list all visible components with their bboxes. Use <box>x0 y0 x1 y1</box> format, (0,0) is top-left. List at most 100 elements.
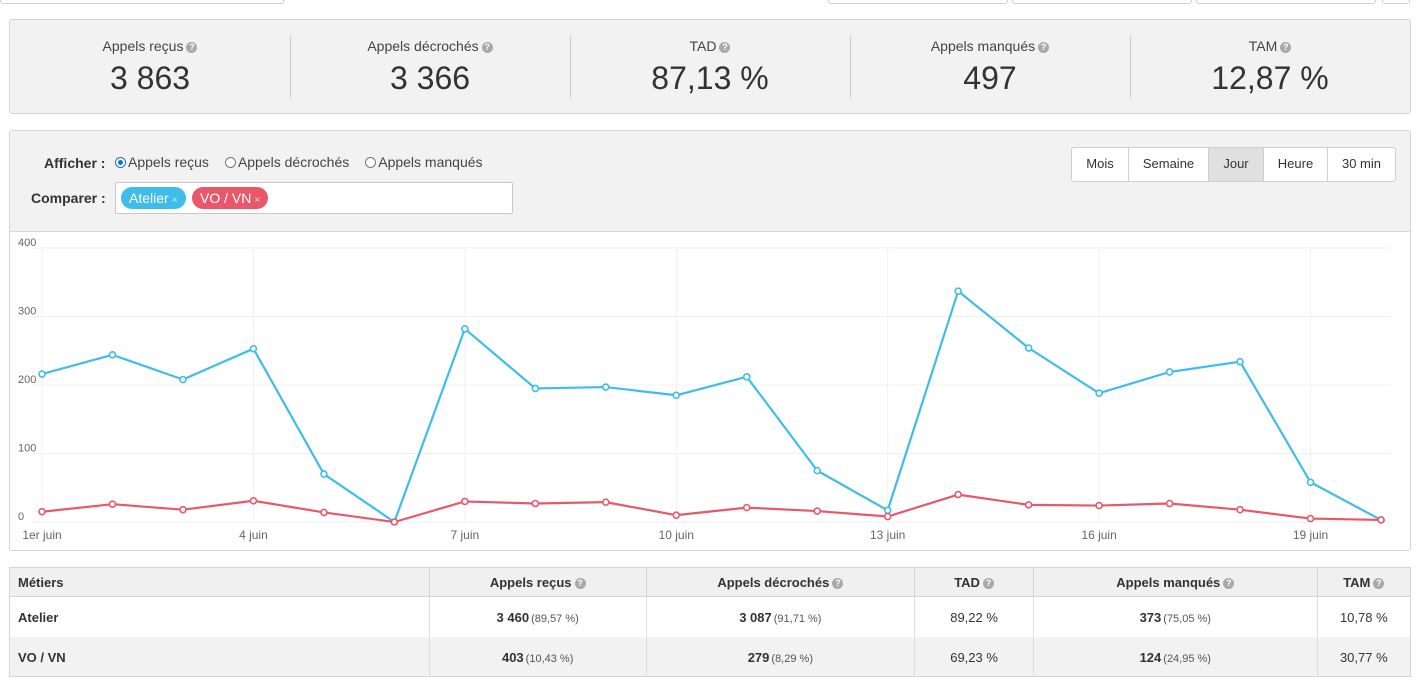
help-icon[interactable]: ? <box>186 42 198 53</box>
period-heure-button[interactable]: Heure <box>1264 148 1328 181</box>
series-line-vo-vn <box>41 493 1382 524</box>
data-point <box>108 351 117 359</box>
period-semaine-button[interactable]: Semaine <box>1129 148 1209 181</box>
cell-tam: 30,77 % <box>1317 637 1410 676</box>
data-point <box>461 325 469 333</box>
period-30min-button[interactable]: 30 min <box>1341 156 1382 171</box>
help-icon[interactable]: ? <box>1280 42 1292 53</box>
kpi-value: 87,13 % <box>651 60 769 96</box>
data-point <box>883 506 892 515</box>
data-point <box>1024 344 1033 352</box>
kpi-value: 12,87 % <box>1211 60 1329 96</box>
kpi-tam: TAM? 12,87 % <box>1130 20 1410 113</box>
help-icon[interactable]: ? <box>832 577 844 589</box>
period-button-group: Mois Semaine Jour Heure 30 min <box>1071 147 1396 182</box>
table-header-row: Métiers Appels reçus? Appels décrochés? … <box>10 568 1410 597</box>
top-control-partial[interactable] <box>828 0 1008 4</box>
period-mois-button[interactable]: Mois <box>1072 148 1129 181</box>
cell-tam: 10,78 % <box>1317 596 1410 637</box>
help-icon[interactable]: ? <box>481 42 493 53</box>
kpi-value: 3 366 <box>389 60 471 96</box>
filter-bar: Afficher : Appels reçus Appels décrochés… <box>10 131 1410 232</box>
radio-button-icon[interactable] <box>365 156 377 168</box>
data-point <box>249 344 258 353</box>
data-point <box>1236 357 1244 366</box>
x-tick-label: 13 juin <box>870 528 905 542</box>
table-row: VO / VN 403 (10,43 %) 279 (8,29 %) 69,23 %… <box>10 637 1410 676</box>
display-radio-group: Appels reçus Appels décrochés Appels man… <box>115 154 483 170</box>
radio-appels-recus[interactable]: Appels reçus <box>115 154 209 170</box>
top-control-partial[interactable] <box>1196 0 1376 4</box>
x-tick-label: 19 juin <box>1293 528 1328 542</box>
compare-multiselect[interactable]: Atelier × VO / VN × <box>115 182 513 214</box>
tag-remove-icon[interactable]: × <box>254 195 261 206</box>
top-control-partial[interactable] <box>1382 0 1410 4</box>
help-icon[interactable]: ? <box>1038 42 1050 53</box>
kpi-panel: Appels reçus? 3 863 Appels décrochés? 3 … <box>9 19 1411 114</box>
radio-label[interactable]: Appels décrochés <box>237 154 350 170</box>
cell-appels-manques: 124 (24,95 %) <box>1033 637 1318 676</box>
kpi-value: 497 <box>963 60 1017 96</box>
data-point <box>1095 389 1103 398</box>
x-tick-label: 4 juin <box>239 528 268 542</box>
data-point <box>320 508 328 517</box>
kpi-label: Appels reçus <box>102 38 184 54</box>
tag-atelier[interactable]: Atelier × <box>121 187 186 209</box>
data-point <box>38 370 46 378</box>
data-point <box>179 505 187 514</box>
data-point <box>1377 516 1385 524</box>
data-point <box>601 498 610 506</box>
cell-appels-recus: 3 460 (89,57 %) <box>429 596 647 637</box>
cell-tad: 89,22 % <box>914 596 1034 637</box>
column-header-metiers[interactable]: Métiers <box>10 568 430 597</box>
data-point <box>390 518 399 526</box>
data-point <box>1236 505 1244 514</box>
radio-label[interactable]: Appels reçus <box>128 154 209 170</box>
data-point <box>813 507 822 515</box>
data-point <box>742 372 751 381</box>
y-tick-label: 100 <box>18 443 36 455</box>
data-point <box>38 507 46 516</box>
chart-panel: Afficher : Appels reçus Appels décrochés… <box>9 130 1411 551</box>
radio-label[interactable]: Appels manqués <box>378 154 483 170</box>
data-point <box>742 503 751 512</box>
radio-button-icon[interactable] <box>115 156 126 168</box>
period-jour-button[interactable]: Jour <box>1209 148 1264 181</box>
help-icon[interactable]: ? <box>1373 577 1385 589</box>
help-icon[interactable]: ? <box>719 42 731 53</box>
radio-appels-decroches[interactable]: Appels décrochés <box>224 154 350 170</box>
column-header-appels-manques[interactable]: Appels manqués? <box>1033 568 1318 597</box>
metiers-table: Métiers Appels reçus? Appels décrochés? … <box>9 567 1411 677</box>
x-tick-label: 16 juin <box>1081 528 1116 542</box>
data-point <box>883 512 892 521</box>
data-point <box>531 384 540 393</box>
data-point <box>320 470 328 478</box>
top-control-partial[interactable] <box>1012 0 1192 4</box>
cell-metier: VO / VN <box>10 637 430 676</box>
help-icon[interactable]: ? <box>982 577 994 589</box>
top-control-partial[interactable] <box>0 0 284 4</box>
data-point <box>672 511 681 519</box>
data-point <box>1165 368 1174 376</box>
tag-vo-vn[interactable]: VO / VN × <box>192 187 269 209</box>
kpi-label: TAD <box>689 38 717 54</box>
column-header-tad[interactable]: TAD? <box>914 568 1034 597</box>
data-point <box>954 287 962 295</box>
kpi-appels-decroches: Appels décrochés? 3 366 <box>290 20 570 113</box>
data-point <box>179 375 187 384</box>
tag-remove-icon[interactable]: × <box>171 195 178 206</box>
help-icon[interactable]: ? <box>574 577 586 589</box>
radio-appels-manques[interactable]: Appels manqués <box>365 154 483 170</box>
tag-label: Atelier <box>129 190 169 206</box>
column-header-appels-recus[interactable]: Appels reçus? <box>429 568 647 597</box>
data-point <box>1165 499 1174 508</box>
data-point <box>108 500 117 508</box>
kpi-value: 3 863 <box>109 60 191 96</box>
afficher-label: Afficher : <box>44 155 106 171</box>
data-point <box>1024 501 1033 509</box>
data-point <box>531 499 540 508</box>
column-header-appels-decroches[interactable]: Appels décrochés? <box>646 568 916 597</box>
radio-button-icon[interactable] <box>224 156 236 168</box>
column-header-tam[interactable]: TAM? <box>1317 568 1410 597</box>
help-icon[interactable]: ? <box>1223 577 1235 589</box>
